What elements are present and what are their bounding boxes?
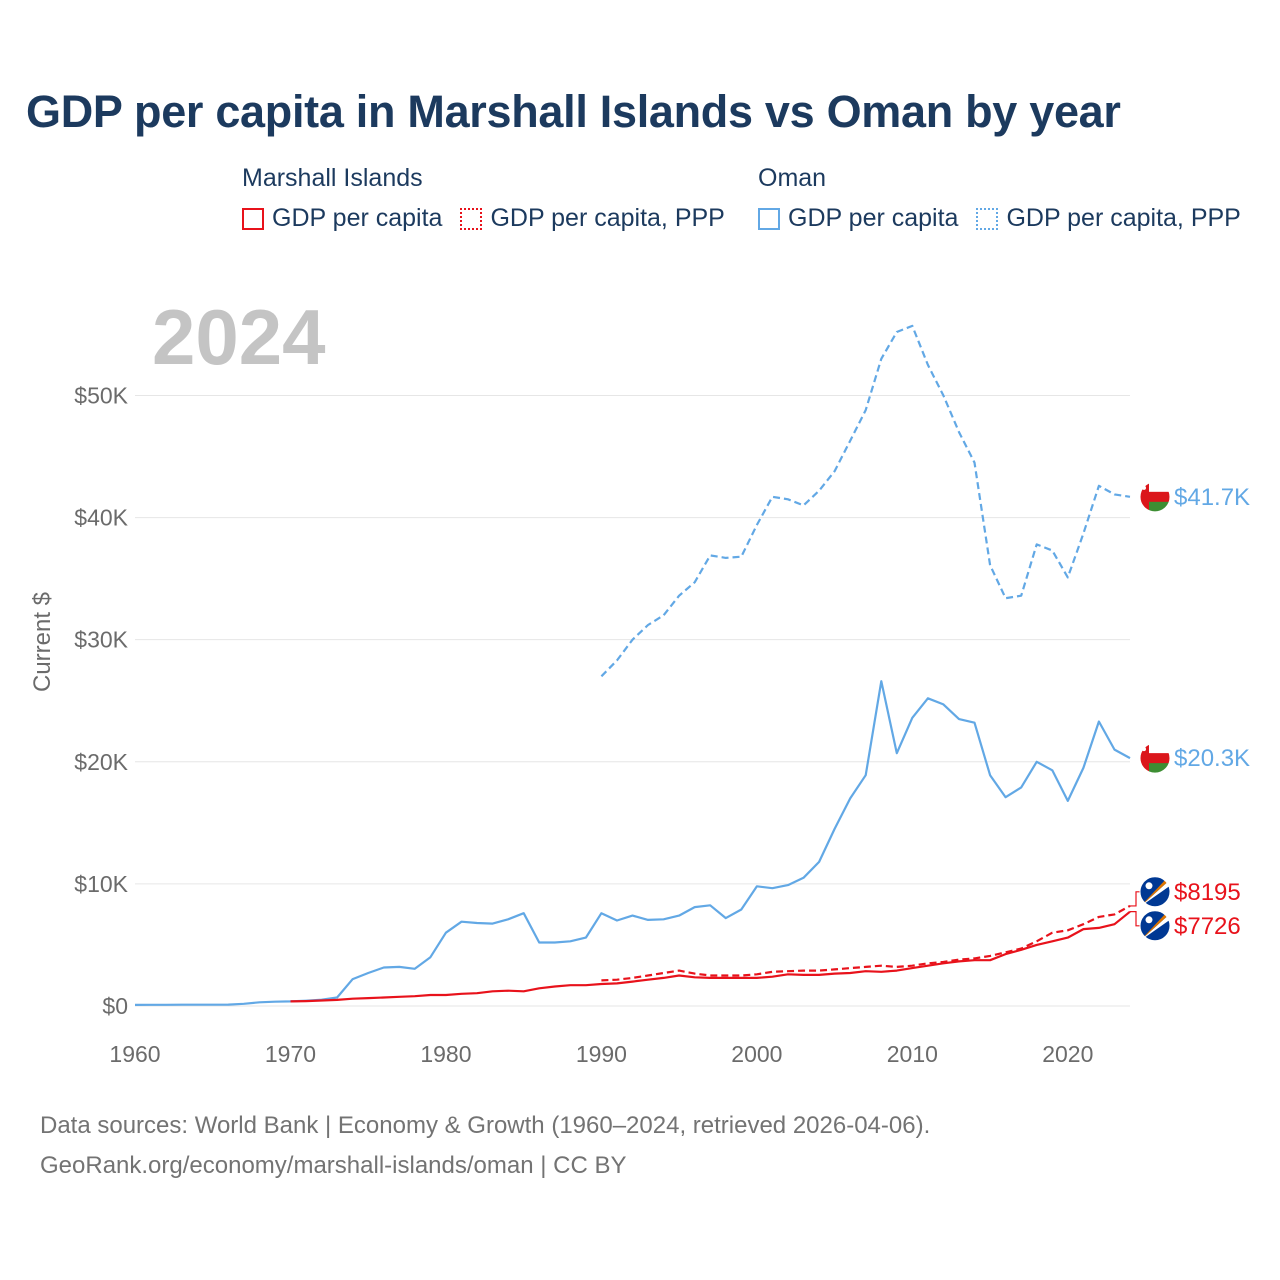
x-tick-label: 1990 xyxy=(576,1041,627,1067)
legend-item-marshall-gdp-ppp[interactable]: GDP per capita, PPP xyxy=(460,204,725,233)
y-axis-title: Current $ xyxy=(29,592,56,692)
footer-link[interactable]: GeoRank.org/economy/marshall-islands/oma… xyxy=(40,1152,627,1179)
legend-swatch-dotted xyxy=(976,207,999,230)
footer-sources: Data sources: World Bank | Economy & Gro… xyxy=(40,1112,931,1139)
footer: Data sources: World Bank | Economy & Gro… xyxy=(40,1106,930,1186)
y-tick-label: $40K xyxy=(74,505,128,531)
end-label-connector xyxy=(1130,891,1140,907)
legend-item-oman-gdp[interactable]: GDP per capita xyxy=(758,204,958,233)
y-tick-label: $50K xyxy=(74,382,128,408)
oman-flag-icon xyxy=(1139,481,1171,513)
legend-swatch-dotted xyxy=(460,207,483,230)
legend-group-title: Oman xyxy=(758,164,827,192)
legend-group-title: Marshall Islands xyxy=(242,164,423,192)
end-value-label: $41.7K xyxy=(1174,484,1250,511)
series-line-marshall-islands-gdp-per-capita-ppp[interactable] xyxy=(601,904,1131,982)
x-tick-label: 2010 xyxy=(887,1041,938,1067)
legend-item-label: GDP per capita xyxy=(272,204,443,232)
end-label-connector xyxy=(1130,911,1140,927)
chart-title: GDP per capita in Marshall Islands vs Om… xyxy=(26,86,1121,137)
series-line-marshall-islands-gdp-per-capita[interactable] xyxy=(290,910,1131,1003)
marshall-islands-flag-icon xyxy=(1139,876,1171,908)
legend-item-label: GDP per capita, PPP xyxy=(490,204,725,232)
legend-item-label: GDP per capita xyxy=(788,204,959,232)
year-watermark: 2024 xyxy=(152,293,326,381)
y-tick-label: $30K xyxy=(74,627,128,653)
legend-group-oman: Oman GDP per capita GDP per capita, PPP xyxy=(758,160,1259,233)
end-value-label: $8195 xyxy=(1174,879,1241,906)
end-value-label: $20.3K xyxy=(1174,745,1250,772)
legend-item-marshall-gdp[interactable]: GDP per capita xyxy=(242,204,442,233)
x-tick-label: 2000 xyxy=(731,1041,782,1067)
x-tick-label: 1980 xyxy=(420,1041,471,1067)
x-tick-label: 1960 xyxy=(109,1041,160,1067)
y-tick-label: $10K xyxy=(74,871,128,897)
x-tick-label: 1970 xyxy=(265,1041,316,1067)
y-tick-label: $0 xyxy=(102,993,128,1019)
oman-flag-icon xyxy=(1139,742,1171,774)
end-value-label: $7726 xyxy=(1174,913,1241,940)
legend-item-oman-gdp-ppp[interactable]: GDP per capita, PPP xyxy=(976,204,1241,233)
series-line-oman-gdp-per-capita[interactable] xyxy=(134,680,1131,1007)
legend-group-marshall-islands: Marshall Islands GDP per capita GDP per … xyxy=(242,160,743,233)
y-tick-label: $20K xyxy=(74,749,128,775)
series-line-oman-gdp-per-capita-ppp[interactable] xyxy=(600,324,1131,678)
legend-swatch-solid xyxy=(758,207,780,230)
legend-item-label: GDP per capita, PPP xyxy=(1006,204,1241,232)
legend-swatch-solid xyxy=(242,207,264,230)
x-tick-label: 2020 xyxy=(1042,1041,1093,1067)
marshall-islands-flag-icon xyxy=(1139,910,1171,942)
